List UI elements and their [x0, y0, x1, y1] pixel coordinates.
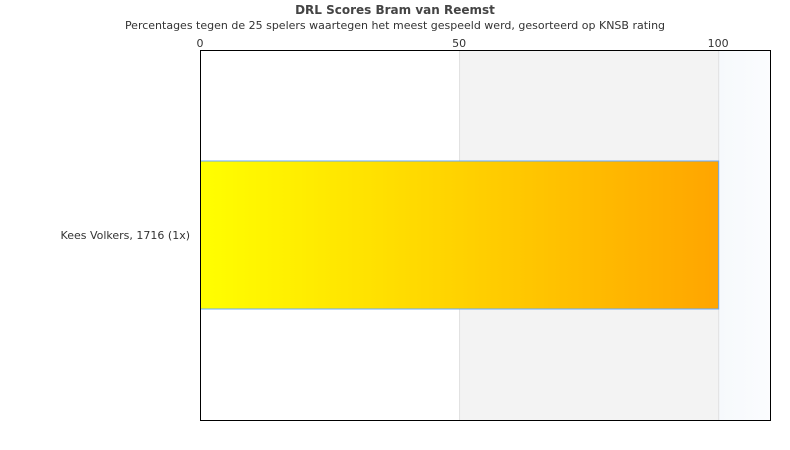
- chart-subtitle: Percentages tegen de 25 spelers waartege…: [124, 19, 666, 32]
- category-label: Kees Volkers, 1716 (1x): [61, 229, 190, 242]
- plot-frame: [200, 50, 771, 421]
- x-tick-label: 0: [197, 37, 204, 50]
- bar: [200, 160, 720, 310]
- grid-band: [718, 50, 770, 420]
- x-tick-label: 50: [452, 37, 466, 50]
- chart-title: DRL Scores Bram van Reemst: [295, 3, 495, 17]
- x-tick-label: 100: [708, 37, 729, 50]
